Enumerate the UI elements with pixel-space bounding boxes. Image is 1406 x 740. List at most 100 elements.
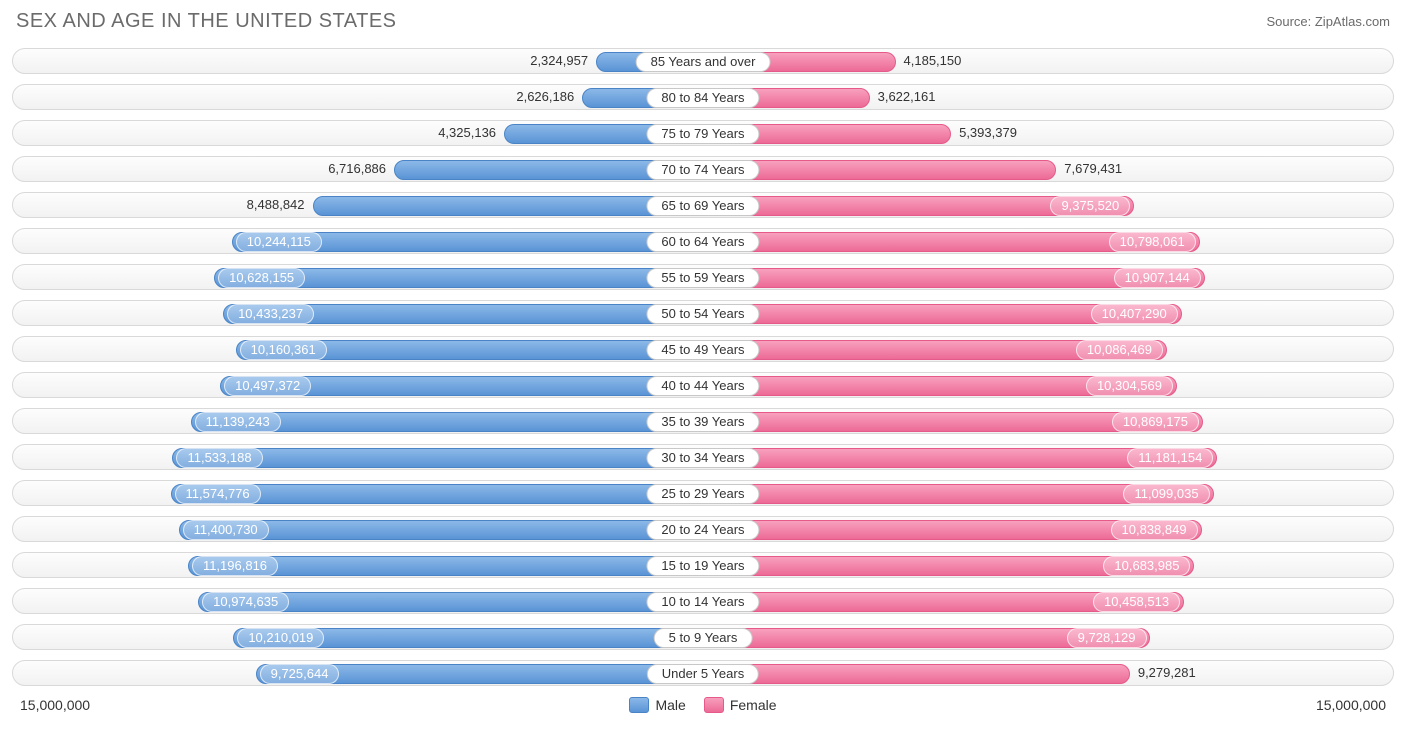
category-label: 70 to 74 Years [646,160,759,180]
female-value-label: 9,375,520 [1050,196,1130,216]
category-label: 10 to 14 Years [646,592,759,612]
category-label: 20 to 24 Years [646,520,759,540]
female-bar [703,664,1130,684]
row-track: 10,497,37210,304,56940 to 44 Years [12,372,1394,398]
male-value-label: 9,725,644 [260,664,340,684]
chart-footer: 15,000,000 Male Female 15,000,000 [12,693,1394,713]
axis-max-left: 15,000,000 [20,697,629,713]
category-label: 35 to 39 Years [646,412,759,432]
population-pyramid-chart: 2,324,957 4,185,150 85 Years and over 2,626… [12,45,1394,689]
chart-row: 2,626,186 3,622,161 80 to 84 Years [12,81,1394,113]
category-label: 85 Years and over [636,52,771,72]
chart-row: 11,400,730 10,838,849 20 to 24 Years [12,513,1394,545]
male-value-label: 10,433,237 [227,304,314,324]
chart-row: 4,325,136 5,393,379 75 to 79 Years [12,117,1394,149]
chart-row: 10,628,15510,907,14455 to 59 Years [12,261,1394,293]
male-value-label: 4,325,136 [432,124,502,144]
chart-row: 6,716,886 7,679,431 70 to 74 Years [12,153,1394,185]
category-label: 40 to 44 Years [646,376,759,396]
category-label: 60 to 64 Years [646,232,759,252]
chart-row: 10,210,019 9,728,129 5 to 9 Years [12,621,1394,653]
female-value-label: 10,838,849 [1111,520,1198,540]
male-value-label: 10,628,155 [218,268,305,288]
female-value-label: 5,393,379 [953,124,1023,144]
female-value-label: 11,099,035 [1123,484,1209,504]
female-value-label: 10,798,061 [1109,232,1196,252]
category-label: 45 to 49 Years [646,340,759,360]
chart-row: 11,533,188 11,181,154 30 to 34 Years [12,441,1394,473]
legend-female-label: Female [730,697,777,713]
female-value-label: 10,304,569 [1086,376,1173,396]
male-value-label: 10,210,019 [237,628,324,648]
female-value-label: 10,407,290 [1091,304,1178,324]
male-value-label: 2,626,186 [510,88,580,108]
legend-male-label: Male [655,697,685,713]
male-value-label: 10,974,635 [202,592,289,612]
row-track: 9,725,644 9,279,281 Under 5 Years [12,660,1394,686]
male-value-label: 11,400,730 [183,520,269,540]
female-value-label: 4,185,150 [898,52,968,72]
category-label: 25 to 29 Years [646,484,759,504]
chart-row: 11,574,77611,099,03525 to 29 Years [12,477,1394,509]
male-value-label: 11,196,816 [192,556,278,576]
female-value-label: 10,086,469 [1076,340,1163,360]
row-track: 2,324,957 4,185,150 85 Years and over [12,48,1394,74]
row-track: 8,488,8429,375,52065 to 69 Years [12,192,1394,218]
category-label: 5 to 9 Years [654,628,753,648]
row-track: 10,244,115 10,798,061 60 to 64 Years [12,228,1394,254]
chart-source: Source: ZipAtlas.com [1266,14,1390,29]
category-label: 30 to 34 Years [646,448,759,468]
row-track: 10,974,635 10,458,513 10 to 14 Years [12,588,1394,614]
row-track: 6,716,886 7,679,431 70 to 74 Years [12,156,1394,182]
chart-row: 11,139,243 10,869,175 35 to 39 Years [12,405,1394,437]
chart-row: 10,974,635 10,458,513 10 to 14 Years [12,585,1394,617]
female-value-label: 10,458,513 [1093,592,1180,612]
chart-row: 8,488,8429,375,52065 to 69 Years [12,189,1394,221]
male-swatch-icon [629,697,649,713]
male-value-label: 11,139,243 [195,412,281,432]
chart-header: SEX AND AGE IN THE UNITED STATES Source:… [12,10,1394,33]
row-track: 11,533,188 11,181,154 30 to 34 Years [12,444,1394,470]
male-bar [313,196,703,216]
row-track: 2,626,186 3,622,161 80 to 84 Years [12,84,1394,110]
female-value-label: 9,728,129 [1067,628,1147,648]
female-value-label: 3,622,161 [872,88,942,108]
chart-title: SEX AND AGE IN THE UNITED STATES [16,10,397,33]
row-track: 4,325,136 5,393,379 75 to 79 Years [12,120,1394,146]
row-track: 11,574,77611,099,03525 to 29 Years [12,480,1394,506]
chart-row: 10,433,237 10,407,290 50 to 54 Years [12,297,1394,329]
category-label: 50 to 54 Years [646,304,759,324]
male-value-label: 6,716,886 [322,160,392,180]
female-value-label: 10,907,144 [1114,268,1201,288]
row-track: 11,139,243 10,869,175 35 to 39 Years [12,408,1394,434]
male-value-label: 10,244,115 [236,232,322,252]
male-value-label: 8,488,842 [241,196,311,216]
category-label: 15 to 19 Years [646,556,759,576]
category-label: Under 5 Years [647,664,759,684]
female-swatch-icon [704,697,724,713]
category-label: 80 to 84 Years [646,88,759,108]
female-value-label: 11,181,154 [1127,448,1213,468]
legend-male: Male [629,697,685,713]
row-track: 10,160,361 10,086,469 45 to 49 Years [12,336,1394,362]
chart-row: 9,725,644 9,279,281 Under 5 Years [12,657,1394,689]
male-value-label: 2,324,957 [524,52,594,72]
chart-row: 2,324,957 4,185,150 85 Years and over [12,45,1394,77]
row-track: 10,433,237 10,407,290 50 to 54 Years [12,300,1394,326]
female-value-label: 10,869,175 [1112,412,1199,432]
female-value-label: 9,279,281 [1132,664,1202,684]
female-value-label: 10,683,985 [1103,556,1190,576]
chart-legend: Male Female [629,697,776,713]
chart-row: 10,244,115 10,798,061 60 to 64 Years [12,225,1394,257]
chart-row: 10,160,361 10,086,469 45 to 49 Years [12,333,1394,365]
row-track: 11,400,730 10,838,849 20 to 24 Years [12,516,1394,542]
row-track: 10,628,15510,907,14455 to 59 Years [12,264,1394,290]
legend-female: Female [704,697,777,713]
female-value-label: 7,679,431 [1058,160,1128,180]
male-value-label: 11,533,188 [176,448,262,468]
row-track: 11,196,816 10,683,985 15 to 19 Years [12,552,1394,578]
male-value-label: 10,160,361 [240,340,327,360]
axis-max-right: 15,000,000 [777,697,1386,713]
category-label: 75 to 79 Years [646,124,759,144]
chart-row: 10,497,37210,304,56940 to 44 Years [12,369,1394,401]
